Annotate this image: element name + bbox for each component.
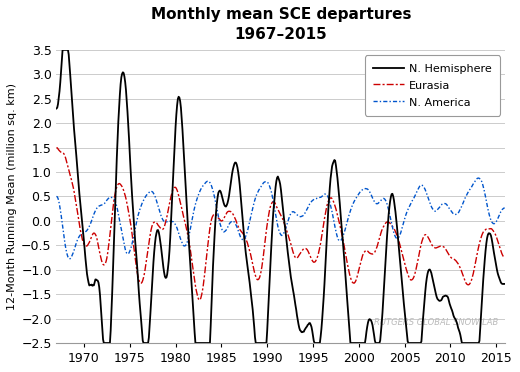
N. America (476, 176, 482, 180)
N. America (305, 206, 311, 210)
Y-axis label: 12-Month Running Mean (million sq. km): 12-Month Running Mean (million sq. km) (7, 83, 17, 310)
N. Hemisphere (501, 282, 508, 286)
N. Hemisphere (305, 322, 311, 327)
N. Hemisphere (227, 183, 233, 187)
Eurasia (54, 145, 60, 150)
N. America (369, 194, 375, 199)
N. America (54, 194, 60, 199)
Legend: N. Hemisphere, Eurasia, N. America: N. Hemisphere, Eurasia, N. America (365, 55, 500, 116)
N. Hemisphere (286, 263, 292, 267)
Title: Monthly mean SCE departures
1967–2015: Monthly mean SCE departures 1967–2015 (151, 7, 411, 42)
Eurasia (470, 271, 476, 276)
N. America (67, 257, 73, 261)
Eurasia (501, 256, 508, 260)
Eurasia (305, 248, 311, 253)
N. Hemisphere (369, 323, 375, 328)
Line: N. Hemisphere: N. Hemisphere (57, 50, 504, 343)
Eurasia (196, 298, 202, 302)
Eurasia (227, 209, 233, 214)
N. Hemisphere (471, 341, 477, 345)
N. Hemisphere (75, 173, 81, 178)
Text: RUTGERS GLOBAL SNOW LAB: RUTGERS GLOBAL SNOW LAB (374, 318, 499, 327)
N. America (75, 237, 81, 241)
N. Hemisphere (101, 341, 107, 345)
Eurasia (74, 207, 80, 212)
Eurasia (369, 252, 375, 256)
N. America (501, 206, 508, 210)
Line: Eurasia: Eurasia (57, 148, 504, 300)
N. Hemisphere (54, 106, 60, 111)
N. America (227, 221, 233, 225)
Eurasia (285, 234, 292, 239)
Line: N. America: N. America (57, 178, 504, 259)
N. America (470, 182, 476, 186)
N. Hemisphere (59, 48, 66, 52)
N. America (285, 217, 292, 221)
